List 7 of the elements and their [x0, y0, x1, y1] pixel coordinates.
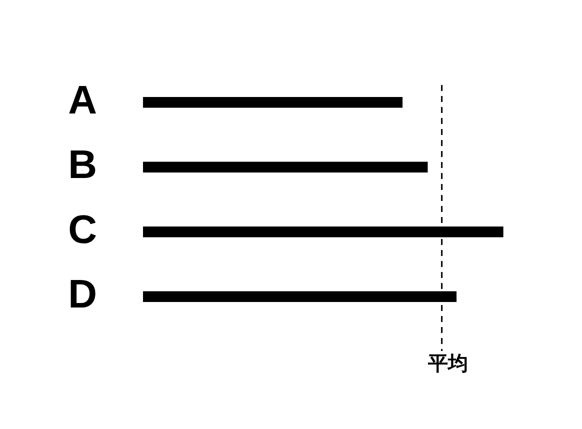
bar: [143, 162, 428, 172]
y-tick-label: B: [68, 143, 97, 188]
ref-line-label: 平均: [426, 351, 468, 376]
bar: [143, 97, 403, 108]
y-tick-label: D: [68, 272, 97, 317]
y-tick-label: C: [68, 208, 97, 252]
y-tick-label: A: [68, 78, 97, 122]
